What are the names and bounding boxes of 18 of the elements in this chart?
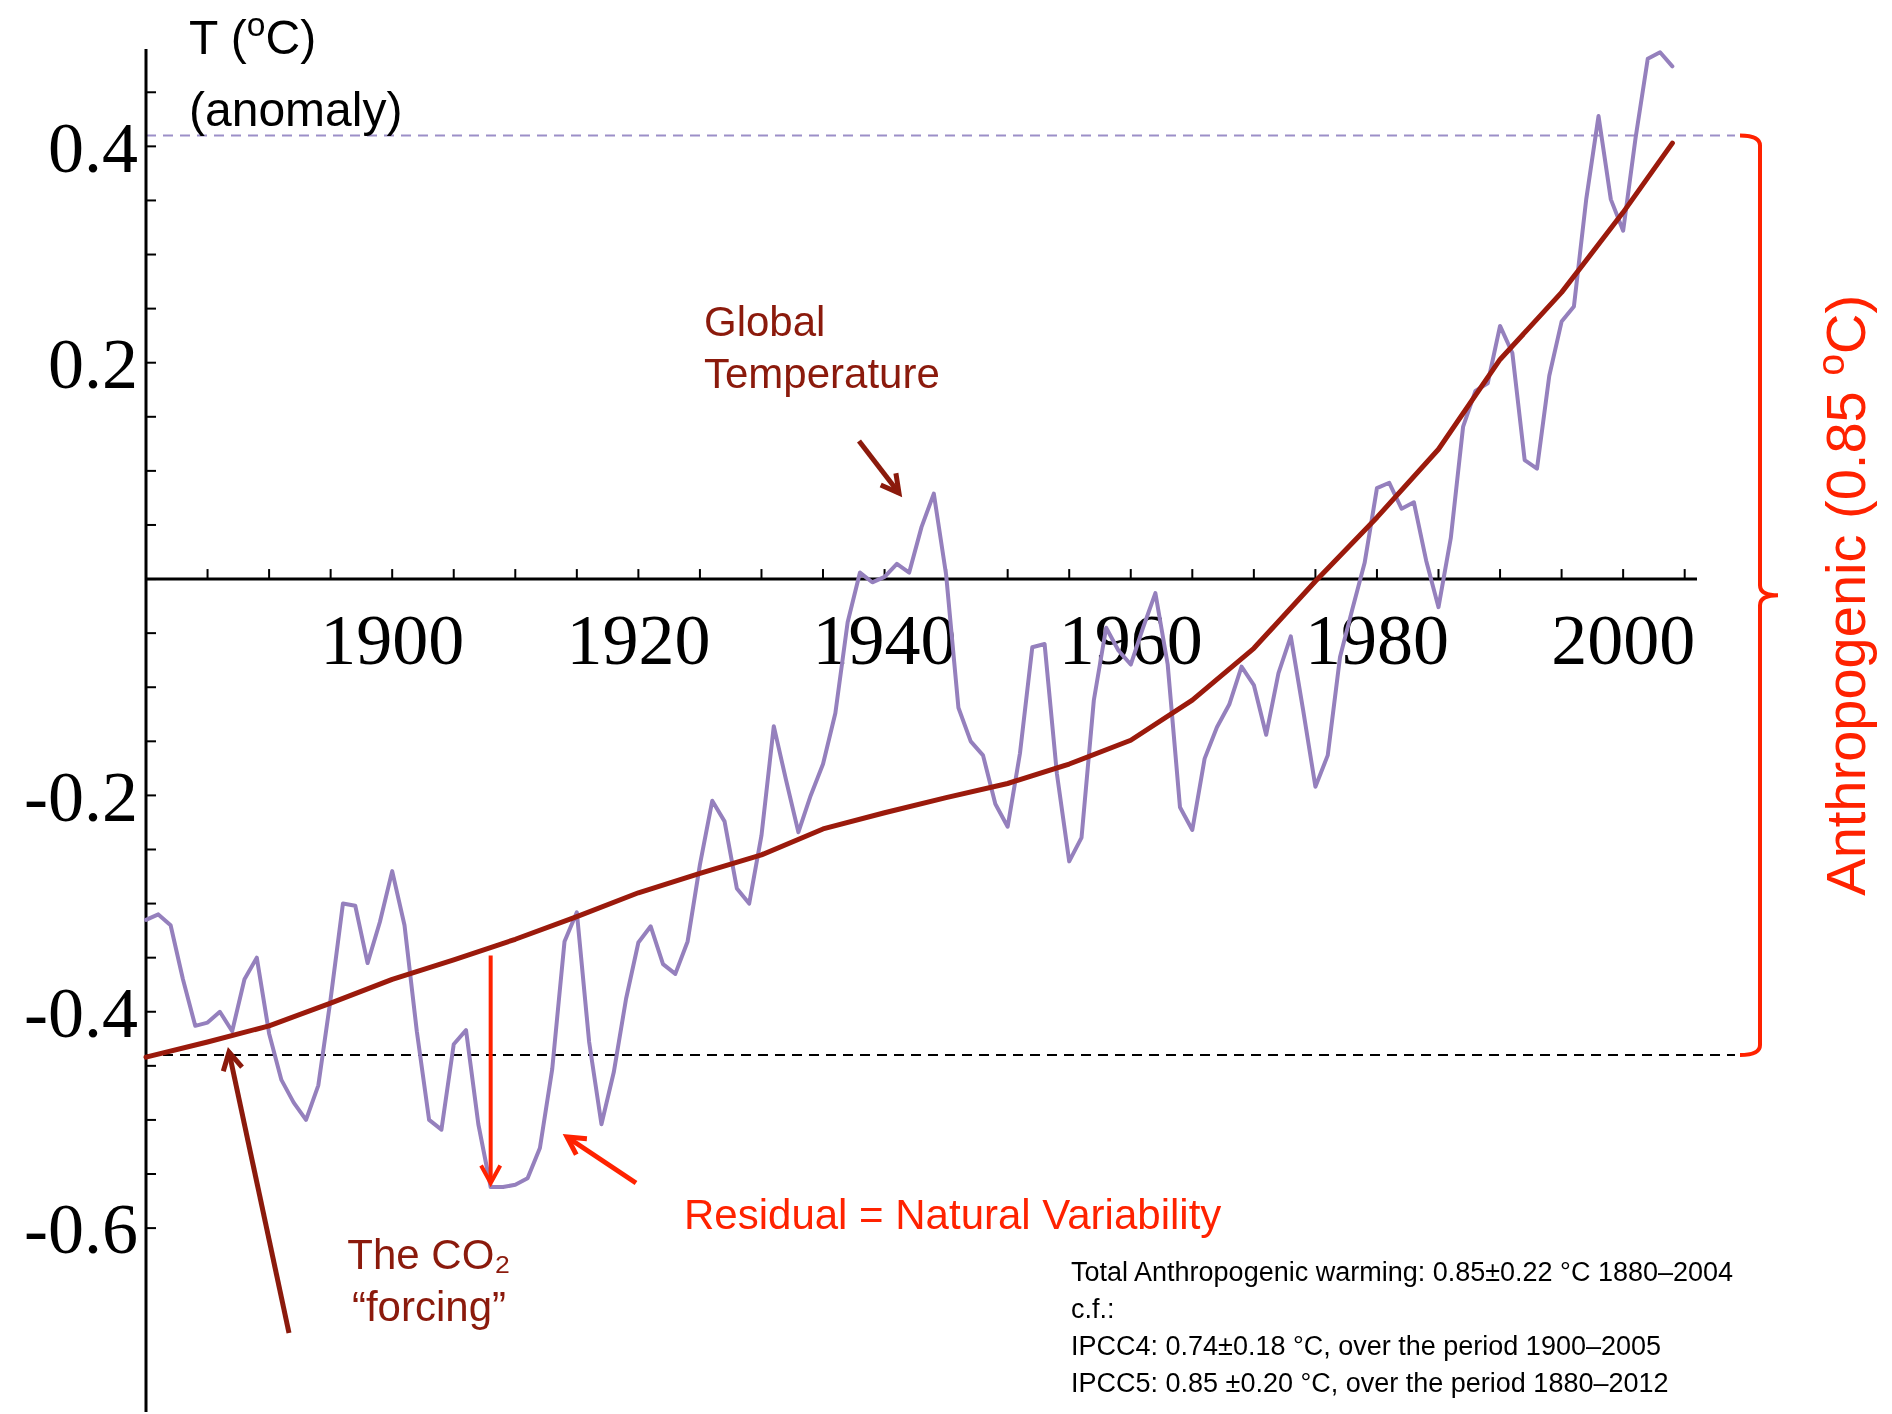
y-tick-label: -0.6 xyxy=(24,1189,138,1270)
annotation: c.f.: xyxy=(1071,1294,1115,1324)
y-tick-label: -0.4 xyxy=(24,972,138,1053)
annotation: Global Temperature xyxy=(704,298,940,397)
y-tick-label: 0.4 xyxy=(48,107,138,188)
x-tick-label: 1940 xyxy=(812,600,957,681)
y-axis-title: T ($^{o}$C) (anomaly) xyxy=(189,5,403,136)
annotation: Total Anthropogenic warming: 0.85±0.22 °C 1880–2004 xyxy=(1071,1257,1734,1287)
x-tick-label: 2000 xyxy=(1551,600,1696,681)
x-tick-label: 1920 xyxy=(566,600,711,681)
annotation: The CO₂ “forcing” xyxy=(347,1231,511,1330)
annotation: IPCC5: 0.85 ±0.20 °C, over the period 1880–2012 xyxy=(1071,1368,1669,1398)
annotation: IPCC4: 0.74±0.18 °C, over the period 1900–2005 xyxy=(1071,1331,1662,1361)
x-tick-label: 1900 xyxy=(320,600,465,681)
annotation: Residual = Natural Variability xyxy=(684,1191,1222,1238)
y-tick-label: 0.2 xyxy=(48,323,138,404)
x-tick-label: 1980 xyxy=(1304,600,1449,681)
y-tick-label: -0.2 xyxy=(24,756,138,837)
